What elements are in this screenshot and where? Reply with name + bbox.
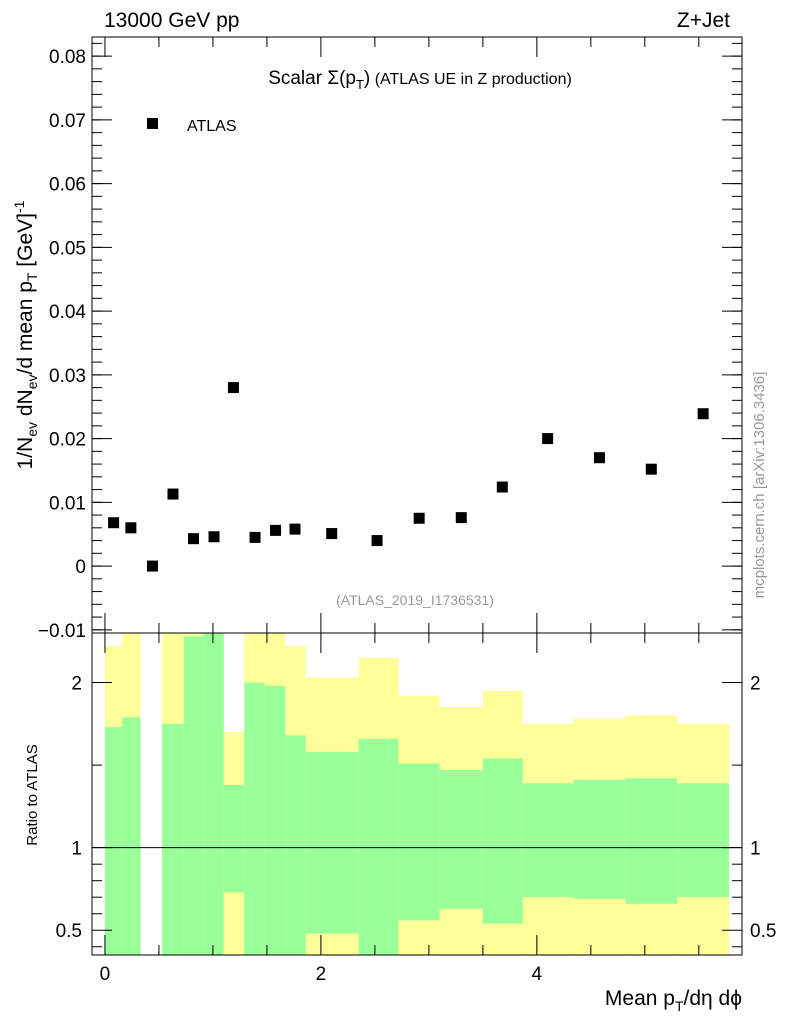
inner-band-bin [244, 682, 265, 955]
x-axis-label: Mean pT/dη dϕ [605, 987, 742, 1014]
data-point [167, 488, 179, 500]
ratio-y-tick-label-right: 2 [750, 674, 761, 695]
inner-band-bin [162, 723, 184, 955]
y-tick-label: 0.07 [49, 111, 86, 132]
data-point [413, 512, 425, 524]
legend-label: ATLAS [187, 118, 237, 135]
inner-band-bin [264, 685, 286, 955]
ratio-bands [104, 633, 730, 955]
inner-band-bin [285, 735, 306, 955]
main-panel: −0.01 0 0.01 0.02 0.03 0.04 0.05 0.06 0.07 0.08 S… [11, 36, 743, 642]
ratio-ticks: 0.5 0.5 1 1 2 2 0 2 4 [56, 633, 776, 985]
ratio-panel: 0.5 0.5 1 1 2 2 0 2 4 Ratio to ATLAS Mean pT/dη … [24, 632, 776, 1014]
main-y-ticks: −0.01 0 0.01 0.02 0.03 0.04 0.05 0.06 0.07 0.08 [38, 37, 742, 642]
inner-band-bin [183, 636, 204, 955]
y-tick-label: 0.02 [49, 430, 86, 451]
analysis-tag: (ATLAS_2019_I1736531) [336, 592, 494, 608]
ratio-y-tick-label-right: 1 [750, 839, 761, 860]
inner-band-bin [522, 783, 574, 898]
inner-band-bin [677, 783, 730, 898]
x-tick-label: 4 [532, 964, 543, 985]
data-point [593, 452, 605, 464]
ratio-y-tick-label-right: 0.5 [750, 921, 776, 942]
inner-band-bin [223, 784, 245, 893]
inner-band-bin [358, 738, 399, 955]
legend-marker [147, 118, 158, 129]
data-point [542, 433, 554, 445]
chart-title: Scalar Σ(pT) (ATLAS UE in Z production) [268, 68, 572, 92]
data-point [289, 523, 301, 535]
data-point [208, 531, 220, 543]
data-point [697, 408, 709, 420]
inner-band-bin [398, 763, 440, 921]
ratio-y-label: Ratio to ATLAS [24, 744, 41, 845]
x-tick-label: 0 [100, 964, 111, 985]
data-point [326, 528, 338, 540]
data-point [108, 517, 120, 529]
ratio-y-tick-label: 0.5 [56, 921, 82, 942]
y-tick-label: 0.04 [49, 302, 86, 323]
ratio-frame [91, 632, 743, 956]
inner-band-bin [104, 727, 123, 955]
y-tick-label: 0.08 [49, 47, 86, 68]
y-tick-label: 0.03 [49, 366, 86, 387]
data-point [270, 524, 282, 536]
inner-band-bin [439, 770, 483, 909]
y-tick-label: −0.01 [38, 621, 86, 642]
data-point [645, 463, 657, 475]
data-point [249, 531, 261, 543]
y-tick-label: 0.05 [49, 238, 86, 259]
ratio-y-tick-label: 1 [71, 839, 82, 860]
data-point [227, 382, 239, 394]
data-point [496, 481, 508, 493]
header-right: Z+Jet [677, 9, 730, 32]
main-y-label: 1/Nev dNev/d mean pT [GeV]-1 [11, 200, 40, 469]
inner-band-bin [573, 779, 626, 899]
ratio-y-tick-label: 2 [71, 674, 82, 695]
inner-band-bin [122, 717, 141, 955]
data-point [371, 535, 383, 547]
data-point [125, 522, 137, 534]
data-point [187, 533, 199, 545]
x-tick-label: 2 [316, 964, 327, 985]
inner-band-bin [625, 778, 678, 904]
data-point [146, 560, 158, 572]
header-left: 13000 GeV pp [104, 9, 239, 32]
inner-band-bin [482, 758, 523, 924]
inner-band-bin [203, 633, 224, 955]
inner-band-bin [305, 751, 359, 934]
data-point [455, 512, 467, 524]
y-tick-label: 0.01 [49, 493, 86, 514]
watermark: mcplots.cern.ch [arXiv:1306.3436] [751, 372, 768, 599]
y-tick-label: 0 [75, 557, 86, 578]
y-tick-label: 0.06 [49, 175, 86, 196]
data-points [108, 382, 709, 572]
